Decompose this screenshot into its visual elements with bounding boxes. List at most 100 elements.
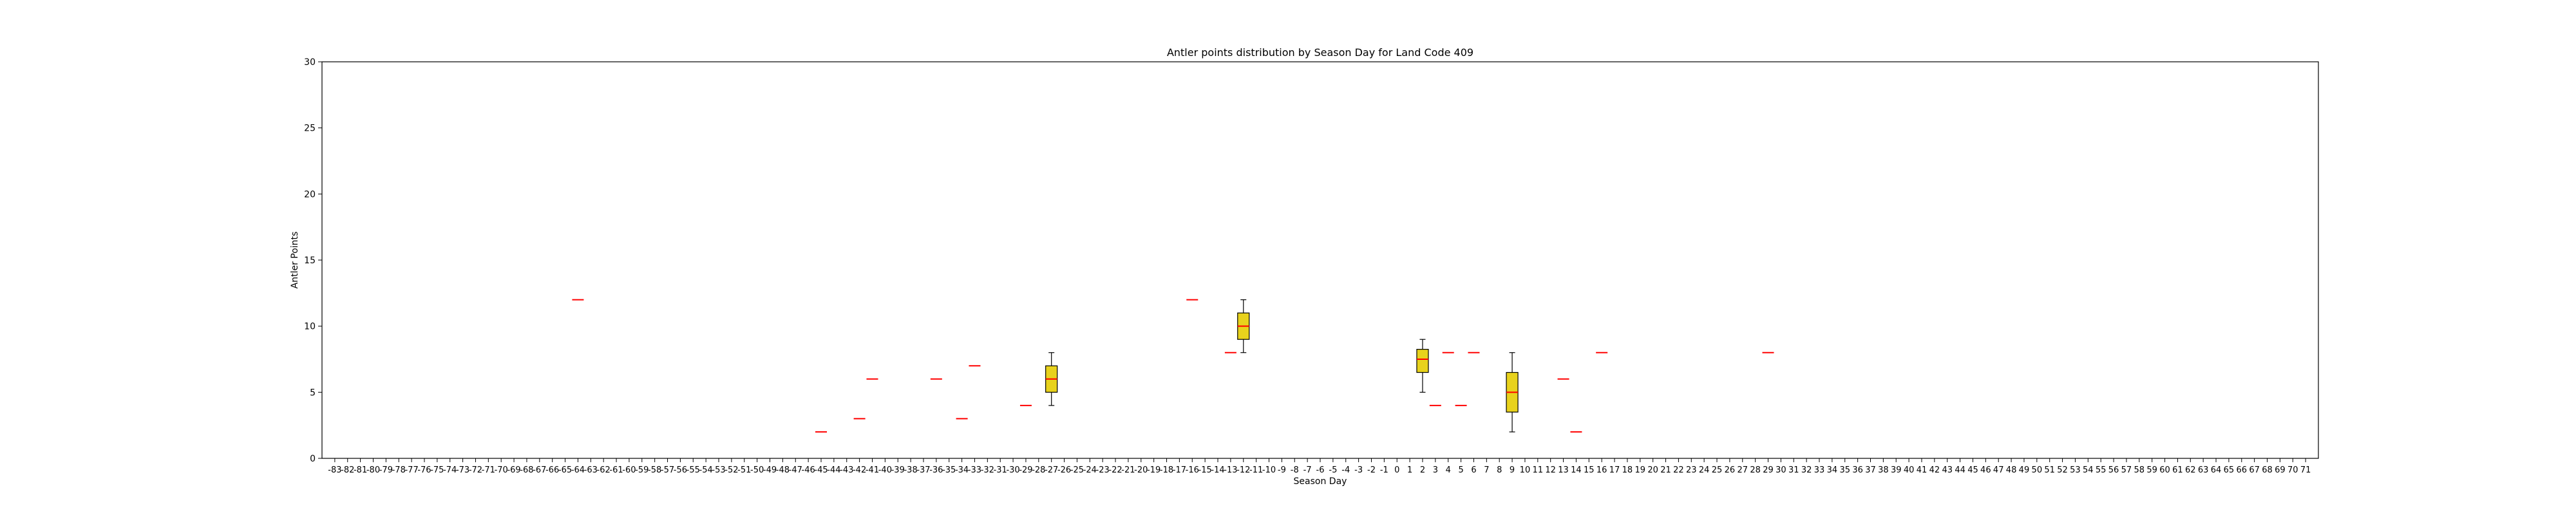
x-tick-label: -79 (379, 465, 393, 475)
x-tick-label: -67 (533, 465, 546, 475)
x-tick-label: -13 (1224, 465, 1237, 475)
x-tick-label: -7 (1303, 465, 1312, 475)
y-axis: 0 5 10 15 20 25 30 (304, 57, 322, 464)
x-tick-label: 57 (2121, 465, 2132, 475)
x-tick-label: 28 (1750, 465, 1761, 475)
x-tick-label: -83 (328, 465, 341, 475)
x-tick-label: 46 (1980, 465, 1991, 475)
x-tick-label: -46 (802, 465, 815, 475)
x-tick-label: 64 (2211, 465, 2222, 475)
x-tick-label: 6 (1471, 465, 1476, 475)
x-tick-label: 0 (1394, 465, 1399, 475)
x-tick-label: 54 (2083, 465, 2094, 475)
x-tick-label: -1 (1380, 465, 1388, 475)
y-tick-label: 5 (310, 388, 316, 398)
x-tick-label: -35 (942, 465, 956, 475)
x-tick-label: -29 (1019, 465, 1032, 475)
x-tick-label: 71 (2300, 465, 2311, 475)
x-tick-label: -14 (1211, 465, 1224, 475)
x-tick-label: -2 (1367, 465, 1376, 475)
x-tick-label: -27 (1045, 465, 1058, 475)
x-tick-label: -69 (507, 465, 520, 475)
x-tick-label: -48 (776, 465, 790, 475)
box-plot-day--27 (1045, 352, 1058, 406)
x-tick-label: 49 (2019, 465, 2030, 475)
y-tick-label: 20 (304, 189, 316, 200)
x-tick-label: 53 (2070, 465, 2081, 475)
x-tick-label: 32 (1801, 465, 1812, 475)
x-tick-label: 16 (1596, 465, 1607, 475)
x-tick-label: -82 (341, 465, 354, 475)
x-tick-label: -62 (597, 465, 611, 475)
x-tick-label: -32 (981, 465, 994, 475)
x-tick-label: 10 (1520, 465, 1531, 475)
x-tick-label: -50 (750, 465, 764, 475)
x-tick-label: -28 (1032, 465, 1045, 475)
x-tick-label: -36 (929, 465, 943, 475)
x-tick-label: 48 (2006, 465, 2017, 475)
x-tick-label: 60 (2159, 465, 2170, 475)
x-tick-label: 43 (1942, 465, 1953, 475)
x-tick-label: 26 (1725, 465, 1736, 475)
x-tick-label: -39 (891, 465, 905, 475)
x-tick-label: -58 (648, 465, 661, 475)
x-tick-label: 52 (2057, 465, 2068, 475)
x-tick-label: -37 (916, 465, 930, 475)
x-tick-label: -53 (712, 465, 725, 475)
x-tick-label: 4 (1446, 465, 1451, 475)
plot-frame (321, 61, 2319, 459)
y-tick-label: 0 (310, 454, 316, 464)
y-axis-label: Antler Points (290, 232, 300, 289)
x-tick-label: 56 (2108, 465, 2119, 475)
x-tick-label: -22 (1108, 465, 1122, 475)
x-tick-label: 42 (1929, 465, 1940, 475)
x-tick-label: -70 (495, 465, 508, 475)
x-tick-label: 14 (1571, 465, 1582, 475)
x-tick-label: 25 (1712, 465, 1723, 475)
x-tick-label: 13 (1558, 465, 1569, 475)
y-tick-label: 25 (304, 124, 316, 134)
x-tick-label: -54 (699, 465, 713, 475)
x-tick-label: -63 (584, 465, 598, 475)
x-tick-label: -34 (955, 465, 969, 475)
box-plot-day-2 (1416, 339, 1429, 393)
x-tick-label: -66 (545, 465, 559, 475)
x-tick-label: -10 (1262, 465, 1276, 475)
x-tick-label: 62 (2185, 465, 2196, 475)
iqr-box (1416, 348, 1429, 373)
x-tick-label: 68 (2262, 465, 2273, 475)
x-tick-label: -64 (571, 465, 585, 475)
box-plot-day--12 (1237, 299, 1250, 353)
x-tick-label: 39 (1891, 465, 1902, 475)
x-tick-label: -45 (814, 465, 828, 475)
x-tick-label: -31 (994, 465, 1007, 475)
x-tick-label: -56 (674, 465, 687, 475)
x-tick-label: 1 (1407, 465, 1412, 475)
x-tick-label: 29 (1763, 465, 1774, 475)
x-tick-label: 8 (1497, 465, 1502, 475)
x-tick-label: -52 (724, 465, 738, 475)
x-tick-label: 19 (1635, 465, 1646, 475)
x-tick-label: 58 (2134, 465, 2145, 475)
x-tick-label: -72 (469, 465, 482, 475)
y-tick-label: 10 (304, 322, 316, 332)
x-tick-label: 35 (1839, 465, 1850, 475)
x-tick-label: 63 (2198, 465, 2209, 475)
x-tick-label: -71 (482, 465, 495, 475)
x-axis: -83-82-81-80-79-78-77-76-75-74-73-72-71-… (328, 458, 2311, 475)
x-tick-label: 20 (1647, 465, 1658, 475)
x-tick-label: -47 (789, 465, 802, 475)
x-tick-label: 15 (1584, 465, 1595, 475)
x-tick-label: 41 (1917, 465, 1927, 475)
chart-title: Antler points distribution by Season Day… (1167, 46, 1473, 59)
x-tick-label: 36 (1852, 465, 1863, 475)
x-tick-label: -59 (635, 465, 649, 475)
x-tick-label: -49 (763, 465, 777, 475)
x-tick-label: -42 (853, 465, 866, 475)
x-tick-label: 45 (1967, 465, 1978, 475)
x-tick-label: 44 (1955, 465, 1965, 475)
x-tick-label: 40 (1904, 465, 1915, 475)
x-tick-label: 2 (1420, 465, 1425, 475)
x-tick-label: 69 (2275, 465, 2286, 475)
